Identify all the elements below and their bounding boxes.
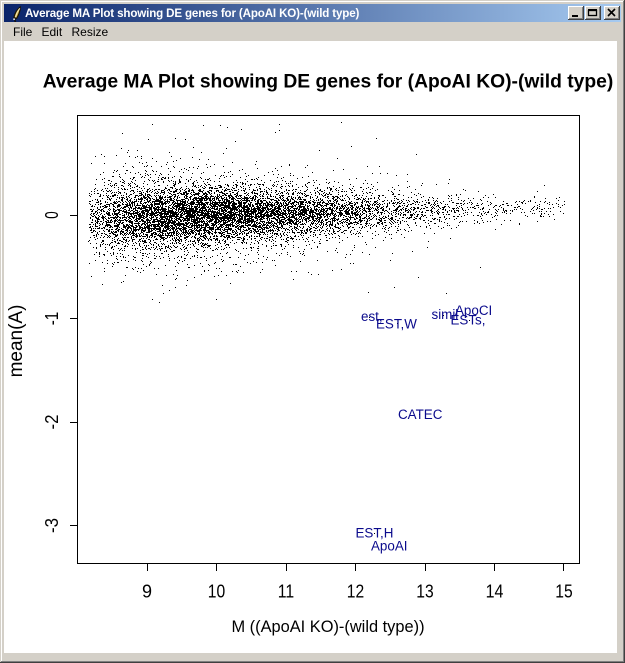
svg-text:EST,H: EST,H bbox=[356, 526, 394, 541]
svg-text:14: 14 bbox=[486, 582, 504, 602]
svg-text:12: 12 bbox=[347, 582, 364, 602]
svg-text:-1: -1 bbox=[42, 312, 62, 326]
svg-text:11: 11 bbox=[278, 582, 294, 602]
svg-text:15: 15 bbox=[555, 582, 572, 602]
svg-text:9: 9 bbox=[142, 582, 152, 602]
svg-text:M ((ApoAI KO)-(wild type)): M ((ApoAI KO)-(wild type)) bbox=[231, 618, 424, 636]
svg-text:CATEC: CATEC bbox=[398, 407, 443, 422]
svg-text:-2: -2 bbox=[42, 415, 62, 430]
svg-text:ApoAI: ApoAI bbox=[371, 539, 407, 554]
svg-text:-3: -3 bbox=[42, 518, 62, 533]
svg-text:ApoCI: ApoCI bbox=[455, 303, 492, 318]
svg-text:simil: simil bbox=[432, 307, 459, 322]
svg-text:10: 10 bbox=[208, 582, 225, 602]
svg-text:13: 13 bbox=[416, 582, 433, 602]
svg-text:0: 0 bbox=[42, 211, 62, 218]
svg-text:EST,W: EST,W bbox=[376, 317, 417, 332]
svg-text:est,: est, bbox=[361, 309, 383, 324]
svg-text:Average MA Plot showing DE gen: Average MA Plot showing DE genes for (Ap… bbox=[43, 72, 614, 93]
svg-text:ESTs,: ESTs, bbox=[451, 313, 486, 328]
svg-text:mean(A): mean(A) bbox=[6, 305, 27, 378]
